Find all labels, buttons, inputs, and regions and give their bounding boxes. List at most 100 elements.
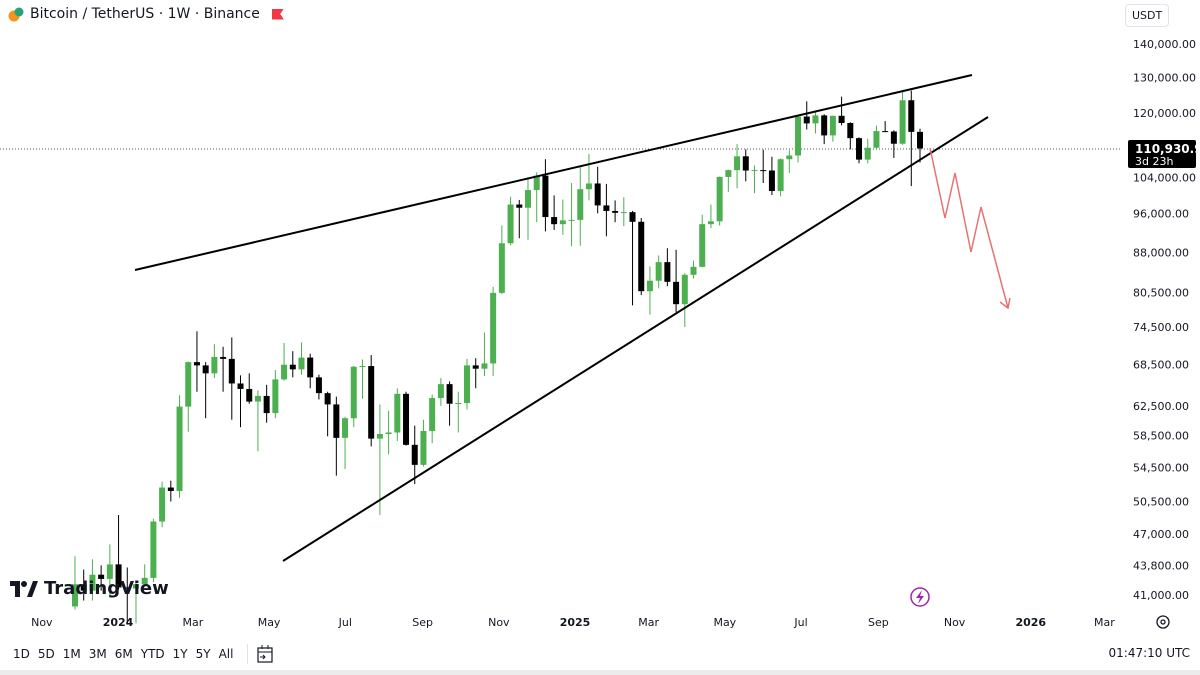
candle-body	[167, 487, 174, 491]
candle	[437, 378, 444, 406]
range-1m[interactable]: 1M	[62, 647, 81, 661]
candle	[533, 172, 540, 223]
candle-body	[98, 574, 105, 579]
time-tick-label: 2026	[1015, 616, 1046, 629]
candle	[795, 115, 802, 163]
candle-body	[376, 434, 383, 439]
settings-gear-icon[interactable]	[1156, 615, 1170, 629]
candle-body	[917, 131, 923, 149]
candle-body	[533, 175, 540, 191]
candle-body	[751, 170, 758, 172]
candle	[289, 351, 296, 378]
candle-body	[899, 100, 906, 144]
range-1d[interactable]: 1D	[13, 647, 30, 661]
bottom-panel-border	[0, 670, 1200, 675]
flag-icon[interactable]	[271, 8, 284, 20]
candle	[821, 114, 828, 145]
range-5d[interactable]: 5D	[37, 647, 55, 661]
currency-selector[interactable]: USDT	[1125, 4, 1170, 27]
candle	[856, 137, 863, 164]
range-all[interactable]: All	[218, 647, 234, 661]
candle	[176, 395, 183, 498]
bottom-toolbar: 1D 5D 1M 3M 6M YTD 1Y 5Y All 01:47:10 UT…	[0, 640, 1200, 668]
utc-clock[interactable]: 01:47:10 UTC	[1108, 646, 1191, 660]
candle-body	[812, 115, 819, 124]
candle-body	[385, 432, 392, 435]
candle-body	[89, 574, 96, 591]
candle	[350, 366, 357, 428]
tradingview-logo[interactable]: TradingView	[10, 578, 169, 599]
candle-body	[786, 155, 793, 160]
candle-body	[359, 366, 366, 368]
candle	[193, 331, 200, 392]
candle	[594, 166, 601, 214]
symbol-title: Bitcoin / TetherUS · 1W · Binance	[30, 6, 260, 22]
candle-body	[159, 487, 166, 522]
time-axis[interactable]: Nov 2024 Mar May Jul Sep Nov 2025 Mar May Jul Sep No…	[31, 616, 1115, 629]
time-tick-label: Mar	[638, 616, 659, 629]
candle-body	[237, 383, 244, 389]
current-price: 110,930.92	[1135, 142, 1200, 156]
candle-body	[690, 266, 697, 275]
candle-body	[803, 116, 810, 124]
range-5y[interactable]: 5Y	[195, 647, 211, 661]
toolbar-divider	[247, 644, 249, 664]
candle	[98, 565, 105, 591]
candle-body	[106, 564, 113, 579]
candle	[568, 183, 575, 247]
candle-body	[263, 395, 270, 414]
candle	[917, 128, 923, 163]
candle-body	[838, 115, 845, 123]
lightning-icon[interactable]	[910, 587, 930, 607]
candle	[472, 358, 479, 389]
candle-body	[585, 183, 592, 190]
candle-body	[472, 365, 479, 369]
candle	[725, 169, 732, 192]
time-tick-label: Sep	[412, 616, 433, 629]
candle-body	[551, 217, 558, 225]
candle	[620, 197, 627, 227]
candle-body	[847, 122, 854, 139]
candle	[394, 388, 401, 441]
price-tick-label: 62,500.00	[1133, 400, 1189, 413]
candle	[699, 214, 706, 268]
candle	[89, 559, 96, 601]
candle	[420, 419, 427, 467]
candle	[829, 115, 836, 142]
candle	[882, 121, 889, 133]
candle-body	[542, 175, 549, 218]
range-1y[interactable]: 1Y	[172, 647, 188, 661]
candle-body	[403, 393, 410, 445]
range-ytd[interactable]: YTD	[140, 647, 165, 661]
price-tick-label: 130,000.00	[1133, 71, 1196, 84]
candle-body	[437, 384, 444, 399]
price-axis[interactable]: 140,000.00 130,000.00 120,000.00 104,000.00…	[1133, 38, 1196, 602]
go-to-date-calendar-icon[interactable]	[256, 644, 274, 664]
symbol-header[interactable]: Bitcoin / TetherUS · 1W · Binance	[8, 6, 284, 22]
price-tick-label: 41,000.00	[1133, 589, 1189, 602]
range-3m[interactable]: 3M	[88, 647, 107, 661]
time-tick-label: Nov	[488, 616, 510, 629]
time-tick-label: May	[713, 616, 736, 629]
candle-body	[464, 365, 471, 404]
upper-trendline[interactable]	[134, 74, 973, 271]
candle	[803, 101, 810, 130]
candle	[551, 195, 558, 230]
candle-body	[307, 357, 314, 378]
time-tick-label: 2024	[103, 616, 134, 629]
candle-body	[594, 183, 601, 206]
candle-body	[193, 362, 200, 366]
candle-body	[429, 398, 436, 431]
range-6m[interactable]: 6M	[114, 647, 133, 661]
candle-body	[394, 393, 401, 433]
arrowhead-icon	[999, 297, 1011, 310]
candle-body	[498, 243, 505, 293]
logo-text: TradingView	[44, 578, 169, 599]
projection-arrow[interactable]	[929, 147, 1009, 309]
candle-body	[228, 358, 235, 384]
price-tick-label: 96,000.00	[1133, 207, 1189, 220]
candles	[72, 90, 923, 624]
candle	[786, 150, 793, 174]
lower-trendline[interactable]	[282, 116, 989, 562]
price-chart[interactable]: 140,000.00 130,000.00 120,000.00 104,000.00…	[0, 0, 1200, 640]
